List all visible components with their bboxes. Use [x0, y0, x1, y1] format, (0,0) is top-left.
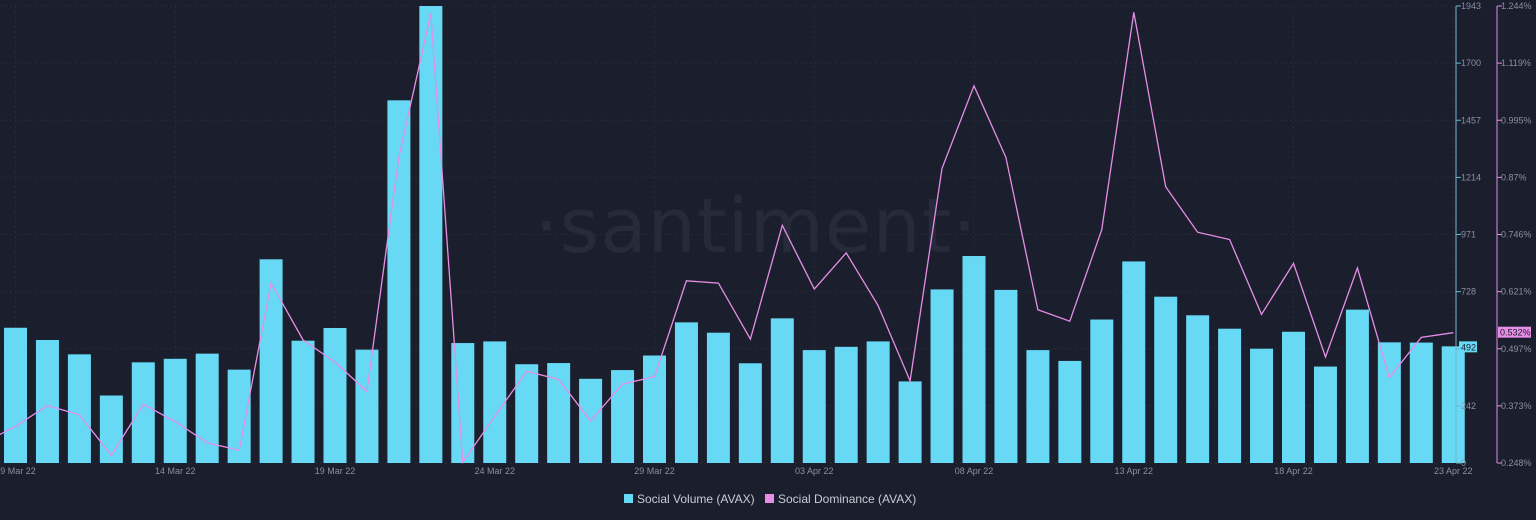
social-volume-bar[interactable]: [323, 327, 347, 463]
social-volume-bar[interactable]: [227, 369, 251, 463]
x-axis-tick-label: 24 Mar 22: [474, 466, 515, 476]
left-axis-tick-label: 0: [1461, 458, 1466, 468]
x-axis-tick-label: 09 Mar 22: [0, 466, 36, 476]
left-axis-tick-label: 1214: [1461, 172, 1481, 182]
social-volume-bar[interactable]: [898, 381, 922, 463]
social-volume-bar[interactable]: [1186, 315, 1210, 463]
x-axis-tick-label: 19 Mar 22: [315, 466, 356, 476]
x-axis-tick-label: 08 Apr 22: [955, 466, 994, 476]
social-volume-bar[interactable]: [291, 340, 315, 463]
social-volume-bar[interactable]: [1154, 296, 1178, 463]
social-volume-bar[interactable]: [515, 364, 539, 463]
legend-label-social-volume[interactable]: Social Volume (AVAX): [637, 492, 755, 506]
chart-legend[interactable]: Social Volume (AVAX) Social Dominance (A…: [624, 492, 916, 506]
social-volume-bar[interactable]: [674, 322, 698, 463]
social-volume-bar[interactable]: [99, 395, 123, 463]
current-volume-label: 492: [1461, 342, 1476, 352]
social-volume-bar[interactable]: [643, 355, 666, 463]
x-axis-tick-label: 18 Apr 22: [1274, 466, 1313, 476]
social-volume-bar[interactable]: [1282, 331, 1305, 463]
social-dominance-path[interactable]: [0, 12, 1454, 464]
social-volume-bar[interactable]: [4, 327, 27, 463]
social-volume-bar[interactable]: [483, 341, 507, 463]
right-axis-tick-label: 0.746%: [1501, 230, 1532, 240]
x-axis: 09 Mar 22 14 Mar 22 19 Mar 22 24 Mar 22 29 M…: [0, 466, 1473, 476]
legend-swatch-social-dominance: [765, 494, 774, 503]
social-volume-bar[interactable]: [834, 346, 858, 463]
social-volume-bar[interactable]: [994, 289, 1018, 463]
social-volume-bar[interactable]: [802, 350, 826, 463]
current-dominance-badge: [1498, 326, 1531, 338]
social-volume-bar[interactable]: [355, 349, 379, 463]
social-volume-bar[interactable]: [1090, 319, 1114, 463]
social-volume-bar[interactable]: [962, 256, 986, 463]
left-axis-tick-label: 971: [1461, 230, 1476, 240]
right-axis-tick-label: 0.248%: [1501, 458, 1532, 468]
right-axis-tick-label: 0.87%: [1501, 172, 1527, 182]
current-volume-badge: [1459, 341, 1477, 353]
right-axis-tick-label: 0.497%: [1501, 344, 1532, 354]
social-volume-bars: [4, 6, 1465, 463]
social-volume-bar[interactable]: [1313, 366, 1337, 463]
social-volume-bar[interactable]: [1058, 360, 1082, 463]
social-dominance-line: [0, 12, 1454, 464]
santiment-watermark: ·santiment·: [534, 181, 977, 270]
right-axis-tick-label: 0.621%: [1501, 287, 1532, 297]
social-volume-bar[interactable]: [1377, 342, 1401, 463]
social-volume-bar[interactable]: [706, 332, 730, 463]
social-volume-bar[interactable]: [738, 363, 762, 463]
social-volume-bar[interactable]: [1026, 350, 1050, 463]
social-volume-bar[interactable]: [611, 370, 635, 463]
left-axis-tick-label: 1700: [1461, 58, 1481, 68]
social-volume-bar[interactable]: [67, 354, 91, 463]
x-axis-tick-label: 23 Apr 22: [1434, 466, 1473, 476]
social-volume-bar[interactable]: [930, 289, 954, 463]
social-volume-bar[interactable]: [387, 100, 411, 463]
left-axis-tick-label: 242: [1461, 401, 1476, 411]
x-axis-tick-label: 03 Apr 22: [795, 466, 834, 476]
social-volume-bar[interactable]: [163, 358, 187, 463]
left-axis-tick-label: 1943: [1461, 1, 1481, 11]
social-volume-bar[interactable]: [1122, 261, 1146, 463]
current-dominance-label: 0.532%: [1500, 328, 1531, 338]
x-axis-tick-label: 13 Apr 22: [1114, 466, 1153, 476]
social-volume-bar[interactable]: [1345, 309, 1369, 463]
legend-label-social-dominance[interactable]: Social Dominance (AVAX): [778, 492, 916, 506]
social-volume-bar[interactable]: [195, 353, 219, 463]
right-axis-tick-label: 1.244%: [1501, 1, 1532, 11]
right-axis-tick-label: 0.995%: [1501, 115, 1532, 125]
left-axis: 19431700145712149717284852420492: [1455, 1, 1481, 468]
social-volume-bar[interactable]: [451, 343, 475, 463]
social-volume-bar[interactable]: [35, 339, 59, 463]
social-volume-bar[interactable]: [131, 362, 155, 463]
x-axis-tick-label: 29 Mar 22: [634, 466, 675, 476]
social-volume-bar[interactable]: [259, 259, 283, 463]
right-axis-tick-label: 0.373%: [1501, 401, 1532, 411]
social-volume-bar[interactable]: [1250, 348, 1274, 463]
left-axis-tick-label: 1457: [1461, 115, 1481, 125]
x-axis-tick-label: 14 Mar 22: [155, 466, 196, 476]
right-axis: 1.244% 1.119% 0.995% 0.87% 0.746% 0.621% 0.497…: [1496, 1, 1532, 468]
left-axis-tick-label: 728: [1461, 287, 1476, 297]
right-axis-tick-label: 1.119%: [1501, 58, 1531, 68]
social-volume-bar[interactable]: [866, 341, 890, 463]
social-volume-bar[interactable]: [770, 318, 794, 463]
social-volume-bar[interactable]: [1409, 342, 1433, 463]
social-volume-bar[interactable]: [419, 6, 443, 463]
social-volume-bar[interactable]: [1218, 328, 1242, 463]
social-volume-bar[interactable]: [1441, 346, 1465, 463]
legend-swatch-social-volume: [624, 494, 633, 503]
